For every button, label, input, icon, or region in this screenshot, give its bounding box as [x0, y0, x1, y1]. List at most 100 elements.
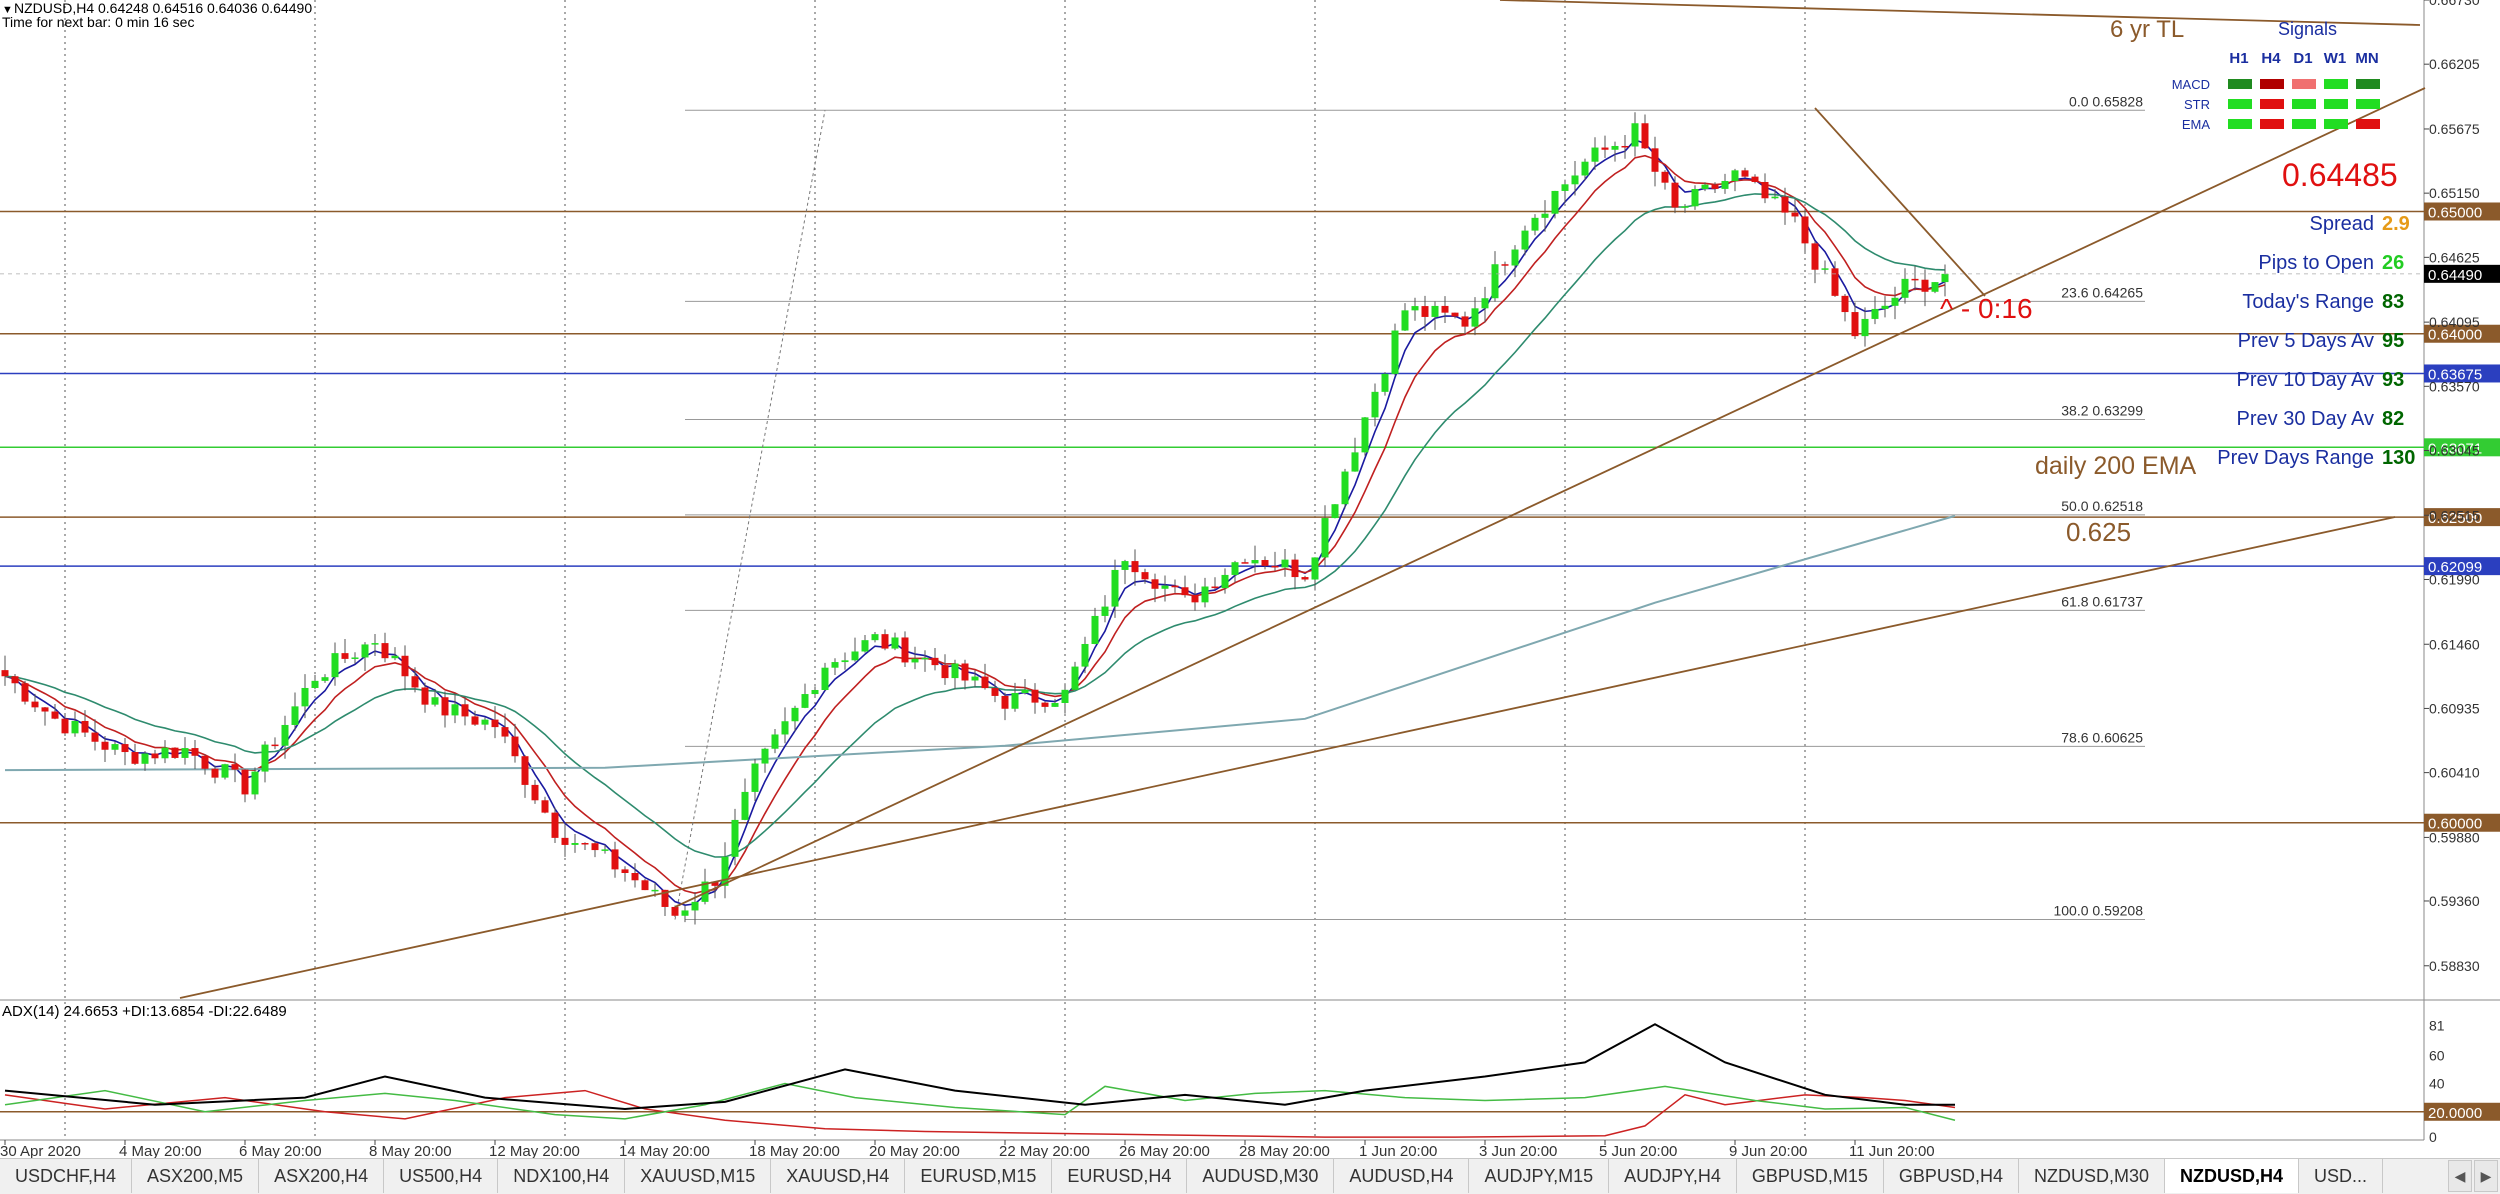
candle-body: [1601, 147, 1609, 150]
ema-200-line: [4, 514, 1956, 772]
candle-body: [1131, 561, 1139, 573]
adx-tick-label: 40: [2429, 1076, 2445, 1092]
candle-body: [1631, 123, 1639, 147]
chart-tab[interactable]: USD...: [2299, 1159, 2383, 1193]
price-tick-label: 0.64625: [2429, 249, 2480, 265]
candle-body: [351, 657, 359, 659]
stat-label: Prev 10 Day Av: [2237, 369, 2374, 391]
candle-body: [1721, 180, 1729, 189]
candle-body: [971, 676, 979, 681]
time-tick-label: 6 May 20:00: [239, 1143, 322, 1158]
signal-column-header: MN: [2355, 50, 2378, 67]
minus-di-line: [4, 1089, 1956, 1138]
fibonacci-retracement[interactable]: 0.0 0.65828 23.6 0.64265 38.2 0.63299 50.0 …: [674, 93, 2145, 921]
fib-level-label: 78.6 0.60625: [2061, 729, 2143, 745]
candle-body: [1061, 689, 1069, 703]
candle-body: [761, 748, 769, 764]
level-price-label: 0.64000: [2428, 327, 2482, 344]
candle-body: [1411, 306, 1419, 311]
candle-body: [1211, 586, 1219, 589]
signal-cell: [2260, 99, 2284, 109]
price-chart[interactable]: 0.65000 0.64000 0.63675 0.63071 0.62500 0.620…: [0, 0, 2500, 1158]
candle-body: [471, 716, 479, 725]
chart-tab[interactable]: USDCHF,H4: [0, 1159, 133, 1193]
candle-body: [171, 747, 179, 758]
signal-cell: [2356, 79, 2380, 89]
range-stats-panel: Spread 2.9 Pips to Open 26 Today's Range 83 Pr…: [2217, 213, 2415, 469]
candle-body: [941, 665, 949, 679]
candle-body: [1611, 145, 1619, 150]
candle-body: [1711, 184, 1719, 189]
chart-tab[interactable]: AUDUSD,M30: [1187, 1159, 1335, 1193]
trendline: [1814, 107, 1986, 297]
candle-body: [221, 764, 229, 778]
candle-body: [1841, 295, 1849, 313]
candle-body: [611, 849, 619, 870]
stat-value: 93: [2382, 369, 2404, 391]
symbol-info: NZDUSD,H4 0.64248 0.64516 0.64036 0.6449…: [14, 0, 312, 16]
chart-tab[interactable]: AUDJPY,H4: [1609, 1159, 1737, 1193]
chart-tab[interactable]: XAUUSD,H4: [771, 1159, 906, 1193]
price-tick-label: 0.63570: [2429, 378, 2480, 394]
time-tick-label: 12 May 20:00: [489, 1143, 580, 1158]
price-tick-label: 0.58830: [2429, 958, 2480, 974]
six-year-trendline: [1499, 0, 2421, 26]
chart-tab[interactable]: ASX200,M5: [132, 1159, 260, 1193]
candle-body: [1671, 182, 1679, 208]
chart-tab[interactable]: EURUSD,M15: [905, 1159, 1053, 1193]
candle-body: [1861, 318, 1869, 337]
candle-body: [821, 667, 829, 691]
fib-level-label: 61.8 0.61737: [2061, 593, 2143, 609]
tl-label: 6 yr TL: [2110, 16, 2184, 43]
signals-title: Signals: [2278, 19, 2337, 39]
chart-tab[interactable]: GBPUSD,H4: [1884, 1159, 2019, 1193]
chart-tab[interactable]: AUDJPY,M15: [1469, 1159, 1610, 1193]
candle-body: [1381, 373, 1389, 392]
candle-body: [1811, 243, 1819, 270]
candle-body: [451, 704, 459, 716]
candle-body: [241, 769, 249, 795]
candle-body: [1911, 278, 1919, 281]
candle-body: [721, 856, 729, 886]
chart-tab[interactable]: ASX200,H4: [259, 1159, 385, 1193]
candle-body: [571, 843, 579, 845]
candle-body: [891, 637, 899, 649]
chart-tab[interactable]: XAUUSD,M15: [625, 1159, 772, 1193]
candle-body: [391, 655, 399, 659]
candle-body: [1621, 145, 1629, 148]
tabs-scroll-left[interactable]: ◀: [2448, 1160, 2472, 1192]
chart-tab[interactable]: AUDUSD,H4: [1334, 1159, 1470, 1193]
candle-body: [1791, 212, 1799, 217]
stat-value: 95: [2382, 330, 2404, 352]
candle-body: [211, 768, 219, 778]
candle-body: [1701, 184, 1709, 189]
candle-body: [111, 744, 119, 750]
signal-column-header: H1: [2229, 50, 2248, 67]
candle-body: [1091, 615, 1099, 644]
chart-tab[interactable]: NZDUSD,H4: [2164, 1159, 2299, 1193]
chart-tab[interactable]: GBPUSD,M15: [1737, 1159, 1884, 1193]
candle-body: [691, 901, 699, 911]
candle-body: [711, 881, 719, 886]
candle-body: [1881, 305, 1889, 309]
candle-body: [271, 744, 279, 747]
candle-body: [1161, 585, 1169, 589]
chart-tab[interactable]: US500,H4: [384, 1159, 499, 1193]
candle-body: [1851, 312, 1859, 337]
trendlines[interactable]: [179, 0, 2426, 999]
chart-tab[interactable]: NDX100,H4: [498, 1159, 626, 1193]
candle-body: [1571, 175, 1579, 185]
chart-tab[interactable]: EURUSD,H4: [1052, 1159, 1188, 1193]
candle-body: [51, 711, 59, 719]
candle-body: [671, 906, 679, 916]
adx-title: ADX(14) 24.6653 +DI:13.6854 -DI:22.6489: [2, 1003, 287, 1020]
collapse-triangle-icon[interactable]: ▼: [2, 4, 13, 16]
current-price-tag: [2424, 264, 2500, 283]
chart-tab[interactable]: NZDUSD,M30: [2019, 1159, 2165, 1193]
candle-body: [381, 643, 389, 659]
candle-body: [1171, 585, 1179, 588]
level-price-label: 0.65000: [2428, 204, 2482, 221]
candlesticks[interactable]: [1, 112, 1949, 925]
tabs-scroll-right[interactable]: ▶: [2474, 1160, 2498, 1192]
price-tick-label: 0.61460: [2429, 636, 2480, 652]
